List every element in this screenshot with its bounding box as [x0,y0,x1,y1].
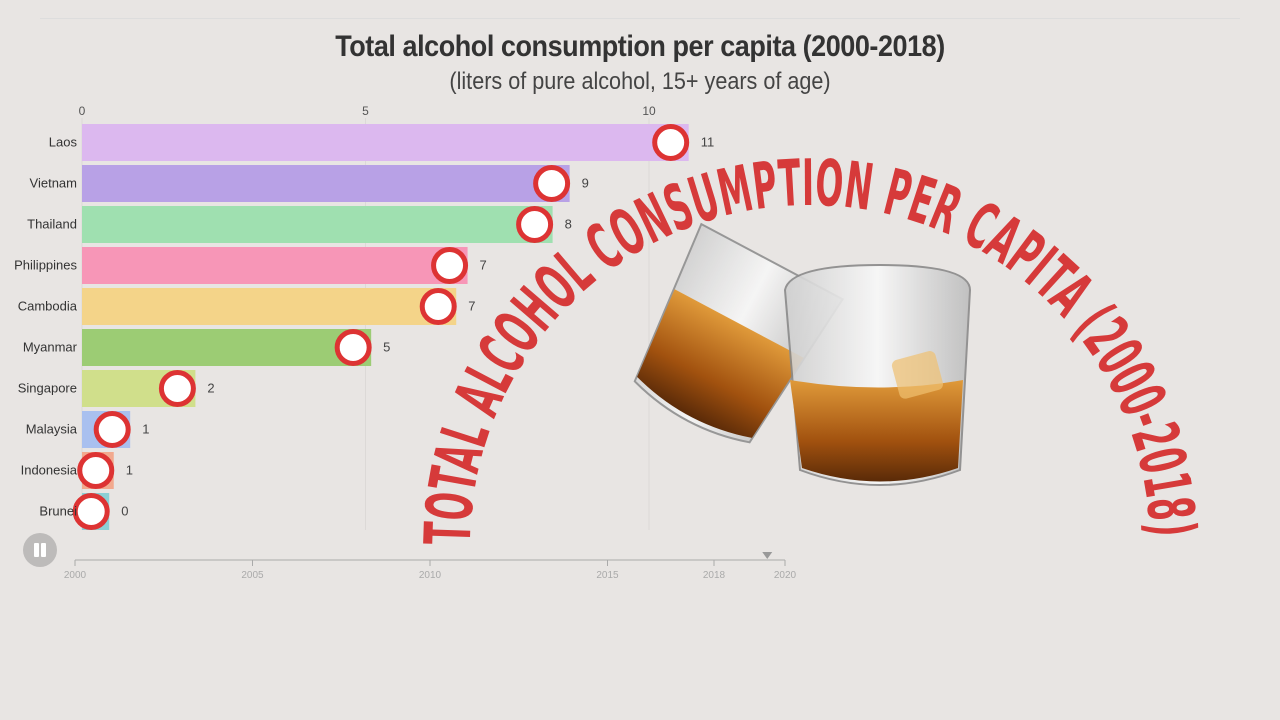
value-label: 0 [121,504,128,519]
x-tick-label: 0 [79,104,86,118]
flag-icon [77,452,115,489]
category-label: Vietnam [30,176,77,191]
flag-icon [652,124,690,161]
category-label: Malaysia [26,422,78,437]
flag-icon [93,411,131,448]
flag-icon [158,370,196,407]
category-label: Philippines [14,258,77,273]
value-label: 7 [480,258,487,273]
chart-title: Total alcohol consumption per capita (20… [335,30,945,63]
chart-subtitle: (liters of pure alcohol, 15+ years of ag… [449,68,831,95]
value-label: 11 [701,135,715,150]
value-label: 5 [383,340,390,355]
value-label: 2 [207,381,214,396]
value-label: 1 [142,422,149,437]
category-label: Singapore [18,381,77,396]
overlay-title-text: TOTAL ALCOHOL CONSUMPTION PER CAPITA (20… [412,147,1208,546]
category-label: Thailand [27,217,77,232]
bar-thailand [82,206,553,243]
category-label: Cambodia [18,299,78,314]
svg-text:TOTAL ALCOHOL CONSUMPTION PER: TOTAL ALCOHOL CONSUMPTION PER CAPITA (20… [412,147,1208,546]
flag-icon [419,288,457,325]
flag-icon [533,165,571,202]
bar-cambodia [82,288,457,325]
x-tick-label: 5 [362,104,369,118]
flag-icon [516,206,554,243]
value-label: 8 [565,217,572,232]
bar-philippines [82,247,468,284]
flag-icon [334,329,372,366]
x-tick-label: 10 [642,104,656,118]
flag-icon [72,493,110,530]
value-label: 1 [126,463,133,478]
bar-laos [82,124,689,161]
value-label: 9 [582,176,589,191]
top-divider [40,18,1240,19]
flag-icon [431,247,469,284]
pause-button[interactable] [23,533,57,567]
category-label: Myanmar [23,340,78,355]
value-label: 7 [468,299,475,314]
bar-myanmar [82,329,372,366]
category-label: Brunei [39,504,77,519]
bar-vietnam [82,165,570,202]
category-label: Laos [49,135,78,150]
category-label: Indonesia [21,463,78,478]
